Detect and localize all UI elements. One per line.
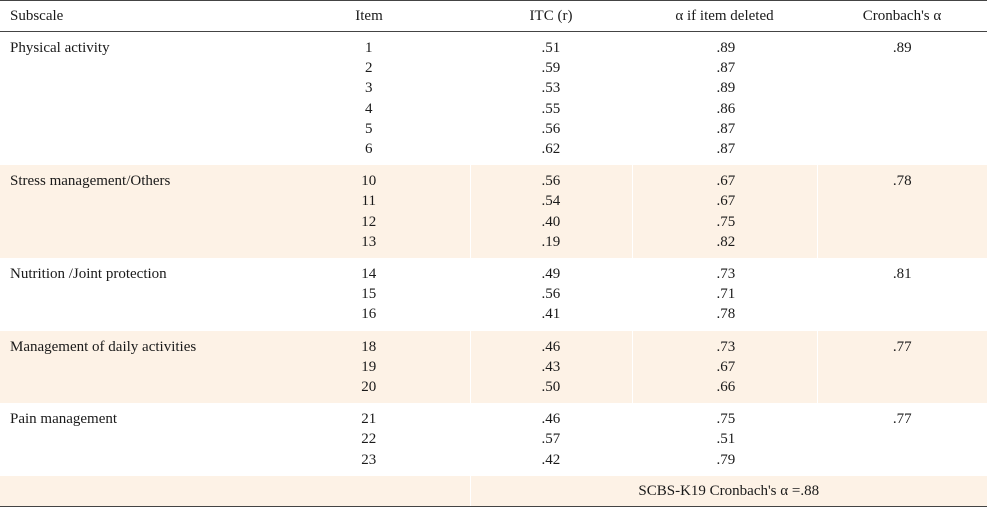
item-number: 15	[361, 286, 377, 303]
table-row: Pain management 21 22 23 .46 .57 .42 .75 .51 .79.…	[0, 403, 987, 476]
itc-value-cell: .51 .59 .53 .55 .56 .62	[469, 31, 632, 166]
item-number: 1	[365, 40, 373, 56]
item-number-cell: 1 2 3 4 5 6	[268, 32, 470, 166]
itc-value: .19	[541, 233, 561, 250]
item-number: 19	[361, 358, 377, 375]
itc-value: .57	[541, 431, 561, 448]
itc-value: .40	[541, 213, 561, 230]
item-number-cell: 10 11 12 13	[268, 165, 470, 259]
item-number: 2	[365, 60, 373, 77]
alpha-if-deleted-value: .87	[716, 141, 736, 158]
itc-value: .56	[541, 173, 561, 190]
itc-value: .42	[541, 451, 561, 468]
table-row: Physical activity 1 2 3 4 5 6 .51 .59 .53 .55 .56 .6…	[0, 31, 987, 166]
item-number: 5	[365, 120, 373, 137]
table-row: Management of daily activities 18 19 20 .46.…	[0, 330, 987, 404]
alpha-if-deleted-value: .71	[716, 286, 736, 303]
itc-value: .56	[541, 286, 561, 303]
item-number: 21	[361, 411, 377, 428]
item-number: 23	[361, 451, 377, 468]
subscale-name: Nutrition /Joint protection	[10, 266, 167, 283]
table-body: Physical activity 1 2 3 4 5 6.51.59.53.55.56.6…	[0, 31, 987, 507]
item-number-cell: 18 19 20	[268, 330, 470, 404]
subscale-name: Pain management	[10, 411, 118, 428]
alpha-if-deleted-value-cell: .89 .87 .89 .86 .87 .87	[631, 31, 817, 166]
item-number: 3	[365, 80, 373, 97]
alpha-if-deleted-value: .67	[716, 358, 736, 375]
alpha-if-deleted-value: .73	[716, 338, 736, 355]
overall-row: SCBS-K19 Cronbach's α =.88	[0, 475, 987, 507]
itc-value-cell: .46 .57 .42	[469, 403, 632, 476]
overall-blank-cell	[0, 475, 470, 507]
item-number: 16	[361, 306, 377, 323]
alpha-if-deleted-value: .66	[716, 379, 736, 396]
itc-value: .49	[541, 266, 561, 283]
subscale-cronbach-alpha: .78	[816, 165, 987, 259]
itc-value: .55	[541, 100, 561, 117]
alpha-if-deleted-value: .78	[716, 306, 736, 323]
itc-value: .41	[541, 306, 561, 323]
alpha-if-deleted-value: .73	[716, 266, 736, 283]
overall-cronbach-alpha: SCBS-K19 Cronbach's α =.88	[469, 475, 987, 507]
alpha-if-deleted-value: .89	[716, 40, 736, 56]
item-number: 6	[365, 141, 373, 158]
item-number: 20	[361, 379, 377, 396]
subscale-cronbach-alpha: .81	[816, 258, 987, 331]
itc-value-cell: .46 .43 .50	[469, 330, 632, 404]
itc-value-cell: .56 .54 .40 .19	[469, 165, 632, 259]
alpha-if-deleted-value-cell: .73 .67 .66	[631, 330, 817, 404]
alpha-if-deleted-value: .82	[716, 233, 736, 250]
itc-value: .46	[541, 338, 561, 355]
alpha-if-deleted-value-cell: .67 .67 .75 .82	[631, 165, 817, 259]
itc-value: .54	[541, 193, 561, 210]
itc-value: .46	[541, 411, 561, 428]
header-alpha-if-deleted: α if item deleted	[632, 0, 817, 32]
itc-value: .53	[541, 80, 561, 97]
table-row: Nutrition /Joint protection 14 15 16 .49 .56.…	[0, 258, 987, 331]
subscale-name: Stress management/Others	[0, 165, 268, 259]
subscale-name: Management of daily activities	[0, 330, 268, 404]
alpha-if-deleted-value: .89	[716, 80, 736, 97]
alpha-if-deleted-value: .86	[716, 100, 736, 117]
header-row: Subscale Item ITC (r) α if item deleted …	[0, 0, 987, 32]
reliability-table: Subscale Item ITC (r) α if item deleted …	[0, 0, 987, 507]
alpha-if-deleted-value: .75	[716, 213, 736, 230]
itc-value: .43	[541, 358, 561, 375]
item-number: 14	[361, 266, 377, 283]
itc-value-cell: .49 .56 .41	[469, 258, 632, 331]
alpha-if-deleted-value-cell: .73 .71 .78	[631, 258, 817, 331]
itc-value: .59	[541, 60, 561, 77]
item-number: 10	[361, 173, 377, 190]
alpha-if-deleted-value: .51	[716, 431, 736, 448]
itc-value: .56	[541, 120, 561, 137]
alpha-if-deleted-value: .79	[716, 451, 736, 468]
item-number: 12	[361, 213, 377, 230]
alpha-if-deleted-value: .87	[716, 120, 736, 137]
header-cronbach-alpha: Cronbach's α	[817, 0, 987, 32]
alpha-if-deleted-value: .67	[716, 173, 736, 190]
item-number-cell: 21 22 23	[268, 403, 470, 476]
alpha-if-deleted-value: .67	[716, 193, 736, 210]
item-number: 13	[361, 233, 377, 250]
itc-value: .62	[541, 141, 561, 158]
item-number: 4	[365, 100, 373, 117]
item-number: 11	[361, 193, 376, 210]
subscale-cronbach-alpha: .77	[816, 403, 987, 476]
item-number-cell: 14 15 16	[268, 258, 470, 331]
alpha-if-deleted-value-cell: .75 .51 .79	[631, 403, 817, 476]
item-number: 18	[361, 338, 377, 355]
item-number: 22	[361, 431, 377, 448]
table-row: Stress management/Others 10 11 12 13 .56 .54 .4…	[0, 165, 987, 259]
subscale-cronbach-alpha: .77	[816, 330, 987, 404]
header-itc: ITC (r)	[470, 0, 632, 32]
itc-value: .50	[541, 379, 561, 396]
alpha-if-deleted-value: .75	[716, 411, 736, 428]
subscale-name: Physical activity	[10, 40, 110, 56]
alpha-if-deleted-value: .87	[716, 60, 736, 77]
itc-value: .51	[541, 40, 561, 56]
header-subscale: Subscale	[0, 0, 268, 32]
subscale-cronbach-alpha: .89	[816, 31, 987, 166]
header-item: Item	[268, 0, 470, 32]
